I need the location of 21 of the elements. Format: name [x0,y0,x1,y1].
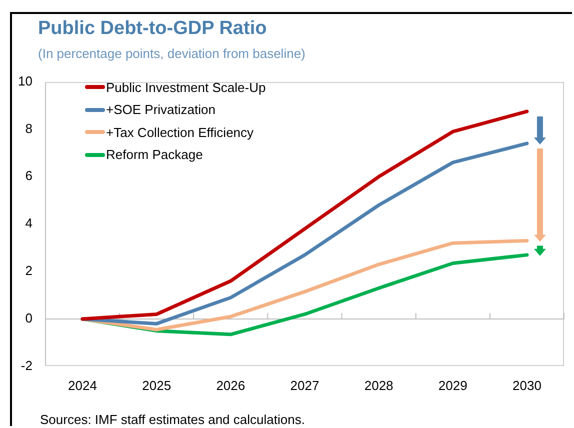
x-tick-label: 2030 [512,378,542,393]
x-tick-label: 2028 [364,378,394,393]
x-tick-label: 2026 [216,378,246,393]
x-tick-label: 2025 [142,378,172,393]
y-tick-label: 6 [25,168,32,184]
chart-subtitle: (In percentage points, deviation from baseline) [38,46,306,61]
y-tick-label: 4 [25,216,32,231]
y-tick-label: 2 [25,263,32,278]
y-tick-label: 0 [25,310,32,326]
legend-label: +Tax Collection Efficiency [106,124,254,140]
y-tick-label: 10 [18,73,32,88]
x-tick-label: 2029 [438,378,468,393]
x-tick-label: 2027 [290,378,320,393]
legend-label: Public Investment Scale-Up [106,80,266,95]
chart-title: Public Debt-to-GDP Ratio [38,18,267,40]
legend-label: +SOE Privatization [106,102,216,118]
source-note: Sources: IMF staff estimates and calculations. [40,412,305,427]
x-tick-label: 2024 [68,378,97,393]
y-tick-label: -2 [20,358,32,373]
y-tick-label: 8 [25,120,32,136]
legend-label: Reform Package [106,147,203,162]
